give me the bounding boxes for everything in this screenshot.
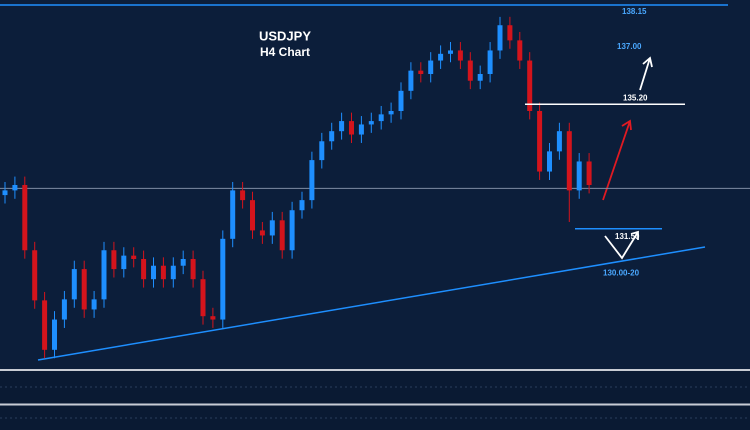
candle-body — [121, 255, 127, 270]
candle-body — [507, 25, 513, 41]
candle-body — [349, 121, 354, 135]
chart-subtitle: H4 Chart — [260, 45, 310, 59]
candle-body — [556, 131, 562, 152]
candle-body — [329, 131, 335, 142]
arrows — [602, 56, 653, 260]
candle-body — [32, 250, 38, 301]
candle-body — [81, 269, 87, 310]
candle-body — [378, 114, 384, 122]
level-label: 135.20 — [623, 93, 648, 102]
candle-body — [170, 265, 176, 280]
candle-body — [388, 111, 394, 115]
candle-body — [111, 250, 117, 270]
candle-body — [537, 111, 543, 172]
level-label: 138.15 — [622, 7, 647, 16]
chart-title: USDJPY — [259, 28, 311, 43]
candle-body — [339, 121, 345, 132]
candle-body — [457, 50, 463, 61]
candle-body — [61, 299, 67, 320]
candle-body — [190, 259, 196, 280]
candle-body — [131, 255, 137, 259]
candle-body — [240, 190, 246, 201]
candle-body — [398, 90, 404, 111]
candle-body — [428, 60, 434, 74]
candle-body — [289, 210, 295, 251]
candle-body — [279, 220, 285, 251]
candle-body — [368, 121, 374, 125]
candle-body — [358, 124, 364, 135]
level-label: 130.00-20 — [603, 268, 640, 277]
level-label: 137.00 — [617, 42, 642, 51]
candle-body — [438, 53, 444, 61]
candle-body — [586, 161, 592, 185]
candle-body — [220, 238, 226, 320]
candle-body — [299, 200, 305, 211]
arrow-v — [604, 230, 639, 260]
candle-body — [576, 161, 582, 191]
arrow-up-red — [602, 119, 632, 201]
candle-body — [418, 70, 424, 74]
candle-body — [477, 74, 483, 81]
candle-body — [448, 50, 453, 54]
candle-body — [259, 230, 265, 236]
candle-body — [101, 250, 107, 300]
candle-body — [547, 151, 552, 172]
candle-body — [517, 40, 523, 61]
candle-body — [71, 269, 77, 300]
candle-body — [527, 60, 533, 111]
candle-body — [497, 25, 503, 51]
candle-body — [141, 259, 147, 280]
candle-body — [408, 70, 414, 91]
trendline — [37, 246, 706, 361]
level-label: 131.50 — [615, 232, 640, 241]
candle-body — [42, 300, 48, 350]
candle-body — [22, 185, 28, 251]
candle-body — [12, 185, 18, 191]
candle-body — [91, 299, 97, 310]
candle-body — [487, 50, 493, 74]
candle-body — [250, 200, 255, 231]
candle-body — [151, 265, 156, 280]
candle-body — [269, 220, 275, 236]
candle-body — [230, 190, 236, 239]
arrow-up — [639, 56, 653, 91]
candle-body — [210, 316, 216, 320]
candle-body — [2, 190, 8, 196]
candle-body — [319, 141, 325, 161]
plot: 138.15 137.00 135.20 131.50 130.00-20 — [0, 4, 750, 359]
candle-body — [160, 265, 166, 280]
candle-body — [52, 319, 57, 350]
candle-body — [180, 259, 186, 266]
candle-body — [200, 279, 206, 317]
candle-body — [566, 131, 572, 191]
candle-body — [467, 60, 473, 81]
candle-body — [309, 160, 315, 201]
